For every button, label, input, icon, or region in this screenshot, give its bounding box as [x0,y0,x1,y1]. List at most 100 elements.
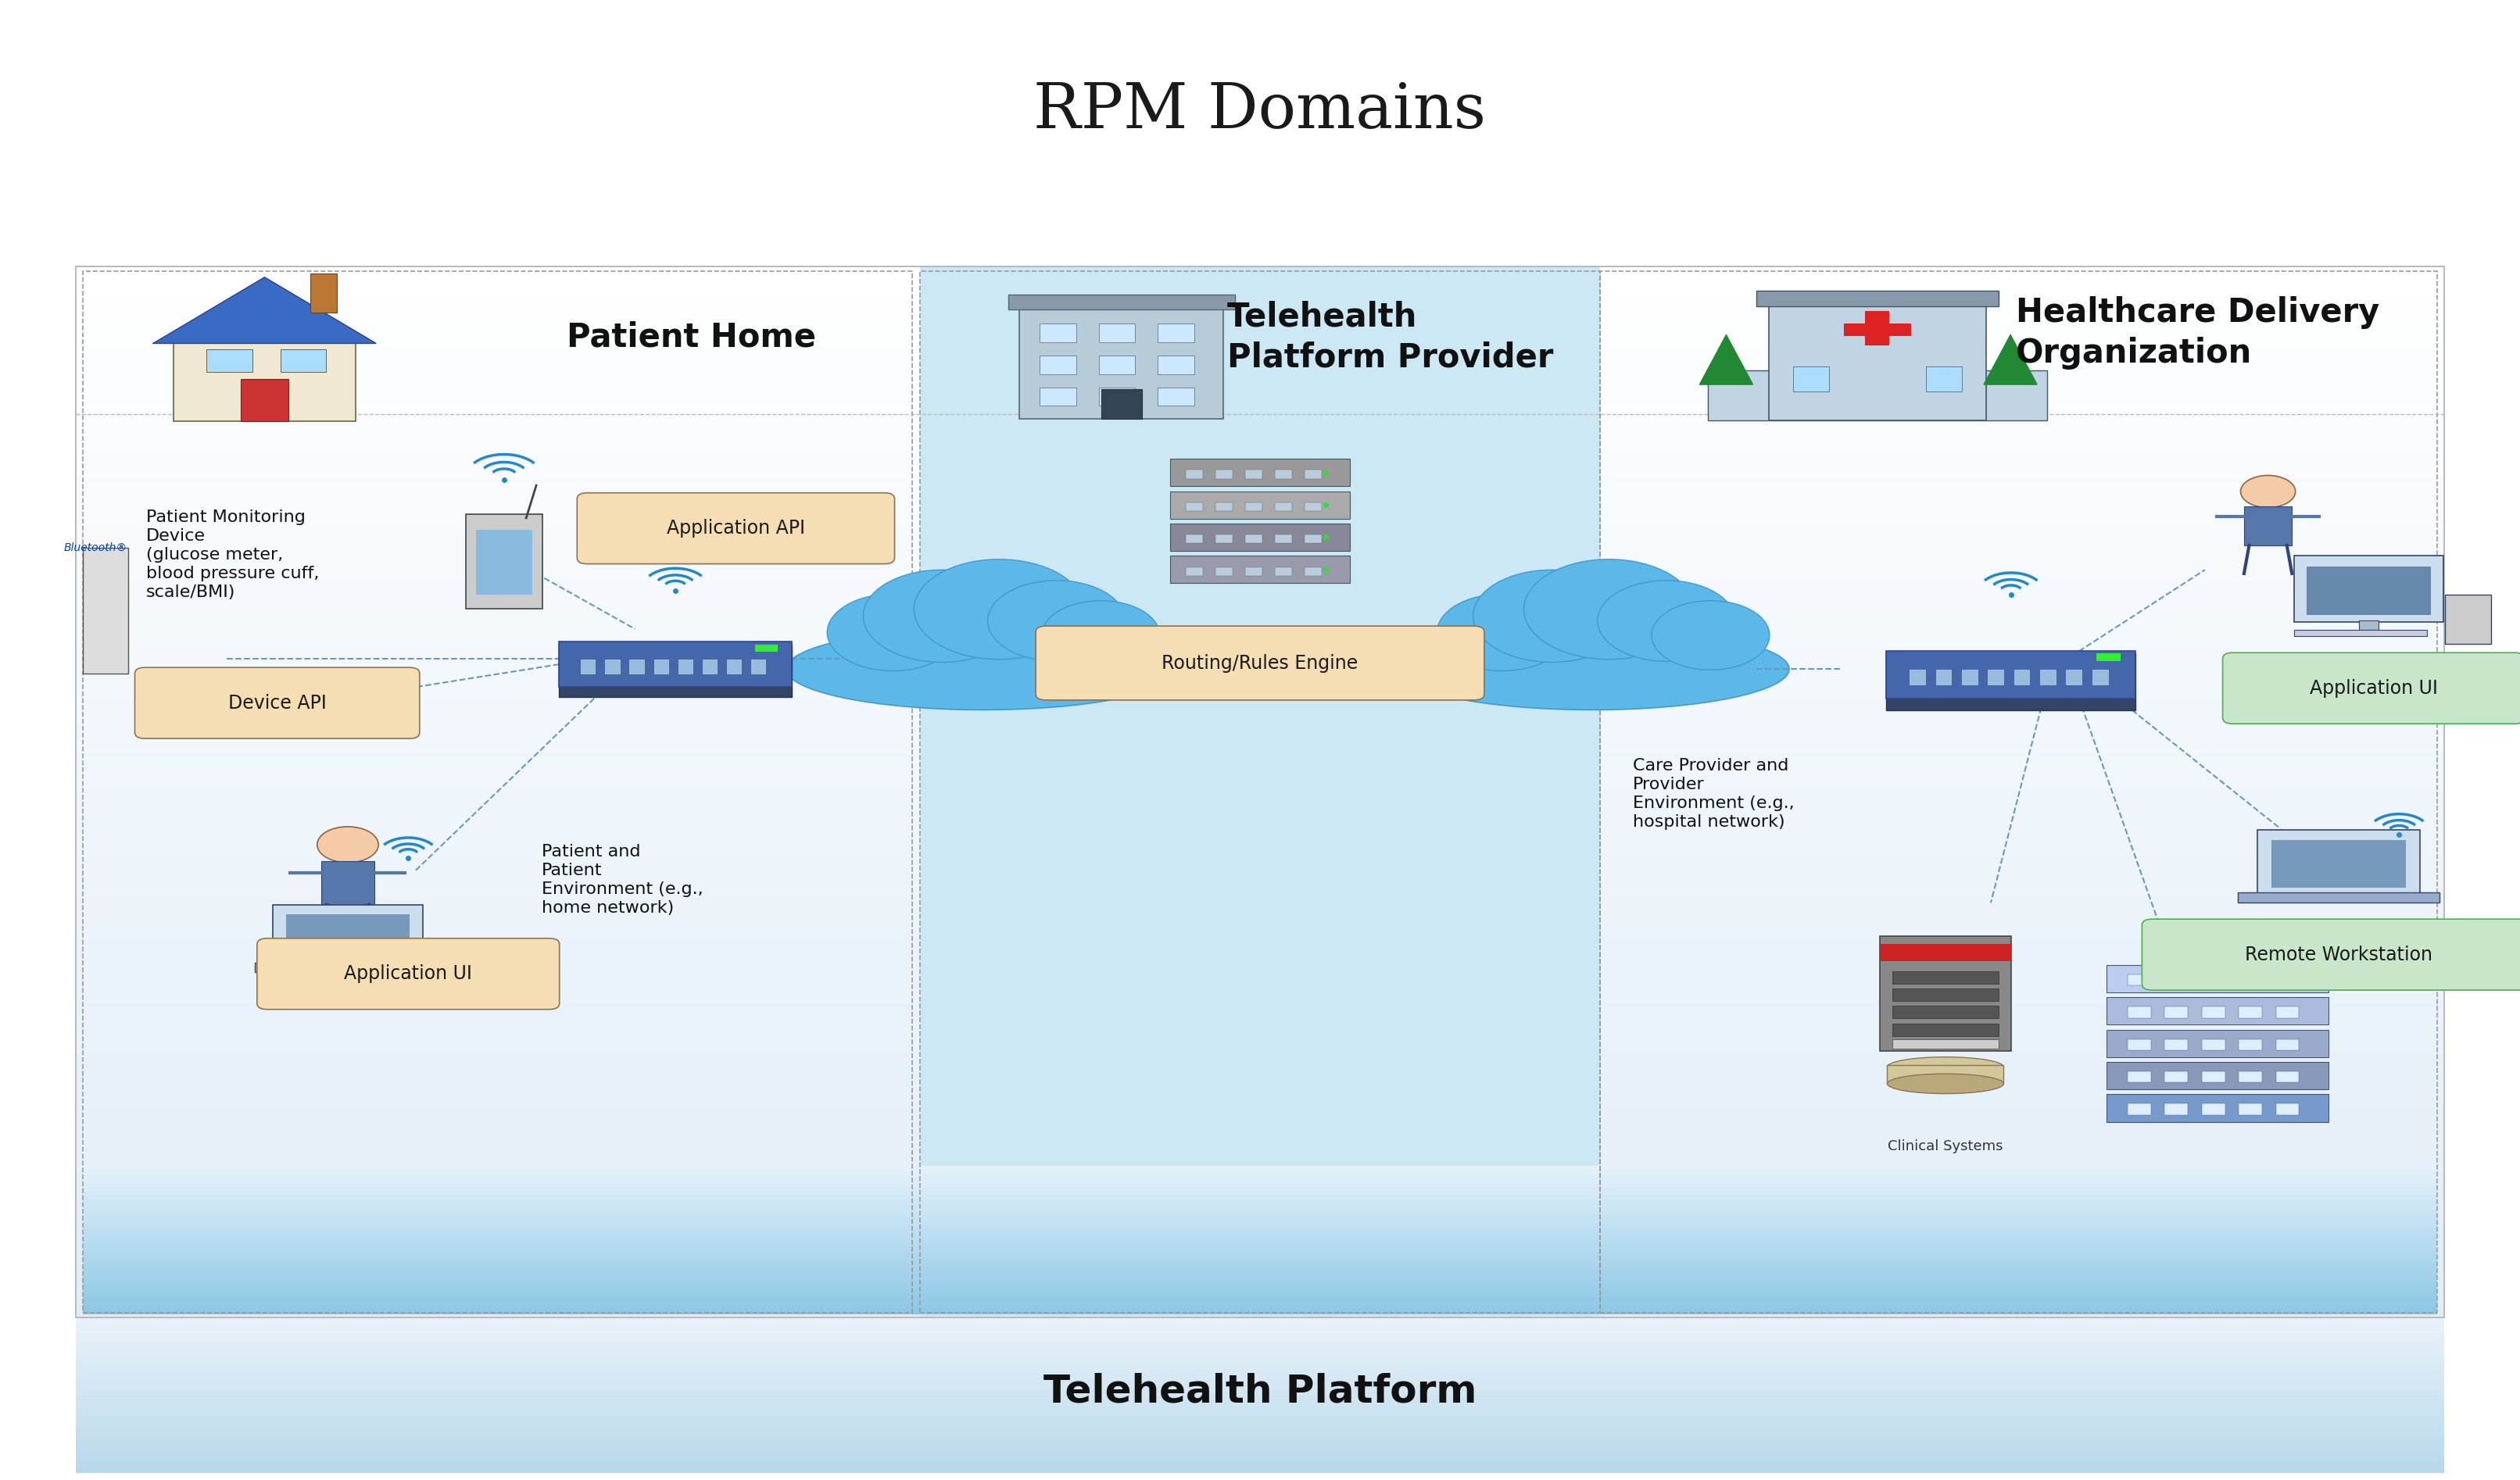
Bar [83,1237,2437,1240]
Bar [76,1212,2444,1225]
Bar [76,989,2444,1002]
Bar [76,1449,2444,1453]
Bar [76,1239,2444,1252]
Bar [76,1465,2444,1468]
Bar [76,503,2444,517]
Bar [83,1270,2437,1273]
Bar [76,1264,2444,1277]
Bar [83,1291,2437,1294]
Bar [207,349,252,371]
Bar [76,293,2444,306]
Bar [76,1456,2444,1461]
Bar [1893,971,1998,984]
Bar [76,924,2444,937]
Bar [83,271,912,1313]
Text: Patient and
Patient
Environment (e.g.,
home network): Patient and Patient Environment (e.g., h… [542,844,703,916]
Bar [1305,567,1320,576]
Bar [1845,324,1910,336]
Bar [76,1442,2444,1446]
Bar [1169,491,1351,518]
Bar [2293,629,2427,636]
Bar [83,1172,2437,1175]
Bar [76,1365,2444,1368]
Bar [83,1243,2437,1246]
Bar [2127,974,2152,986]
Bar [653,659,668,675]
Bar [83,1302,2437,1305]
Text: Healthcare Delivery
Organization: Healthcare Delivery Organization [2016,296,2379,370]
Bar [83,1202,2437,1205]
Bar [76,622,2444,633]
Bar [2359,620,2379,630]
Bar [1041,355,1076,374]
Bar [559,642,791,687]
Polygon shape [1983,334,2036,385]
Bar [76,818,2444,832]
Circle shape [827,593,958,670]
Bar [2066,669,2082,685]
Bar [76,306,2444,320]
Bar [1910,669,1925,685]
Bar [76,1406,2444,1410]
Bar [1275,502,1293,511]
Bar [83,1294,2437,1296]
Bar [76,1344,2444,1348]
Circle shape [988,580,1126,662]
Bar [2276,1072,2298,1082]
Bar [1099,388,1134,406]
Bar [239,379,290,422]
Text: Routing/Rules Engine: Routing/Rules Engine [1162,654,1358,672]
Bar [1792,367,1830,392]
Bar [1245,471,1263,478]
Bar [751,659,766,675]
Bar [1880,937,2011,1051]
Bar [76,1029,2444,1042]
Bar [83,1222,2437,1225]
Bar [1769,306,1986,420]
Text: Patient Monitoring
Device
(glucose meter,
blood pressure cuff,
scale/BMI): Patient Monitoring Device (glucose meter… [146,509,320,599]
Circle shape [2240,475,2296,508]
Bar [2107,965,2328,993]
Bar [83,1252,2437,1255]
Bar [83,1288,2437,1291]
Bar [76,1399,2444,1403]
Bar [1305,534,1320,543]
Bar [76,1418,2444,1422]
Bar [76,1430,2444,1434]
Bar [76,385,2444,398]
Bar [1245,534,1263,543]
Bar [83,1220,2437,1222]
Bar [559,644,791,697]
Ellipse shape [786,628,1179,710]
Bar [1099,355,1134,374]
Bar [630,659,645,675]
Bar [920,271,1600,1313]
Bar [83,1208,2437,1211]
Bar [2238,892,2439,903]
Ellipse shape [1396,628,1789,710]
Bar [2238,1072,2263,1082]
Bar [2165,1104,2187,1114]
Bar [1008,295,1235,309]
Bar [83,1166,2437,1169]
Bar [1215,567,1232,576]
Bar [76,832,2444,844]
Text: Clinical Systems: Clinical Systems [1887,1140,2003,1154]
Bar [76,1332,2444,1336]
Bar [83,1255,2437,1258]
Bar [76,1394,2444,1399]
Bar [76,1403,2444,1406]
Bar [76,542,2444,555]
Bar [76,1277,2444,1291]
Bar [83,1308,2437,1311]
Bar [1101,389,1142,419]
Bar [76,937,2444,950]
Bar [2127,1104,2152,1114]
Bar [2306,567,2432,616]
Bar [76,608,2444,622]
Bar [83,1273,2437,1276]
Bar [756,644,779,651]
Bar [1756,290,1998,306]
Bar [76,1067,2444,1080]
Bar [76,320,2444,332]
